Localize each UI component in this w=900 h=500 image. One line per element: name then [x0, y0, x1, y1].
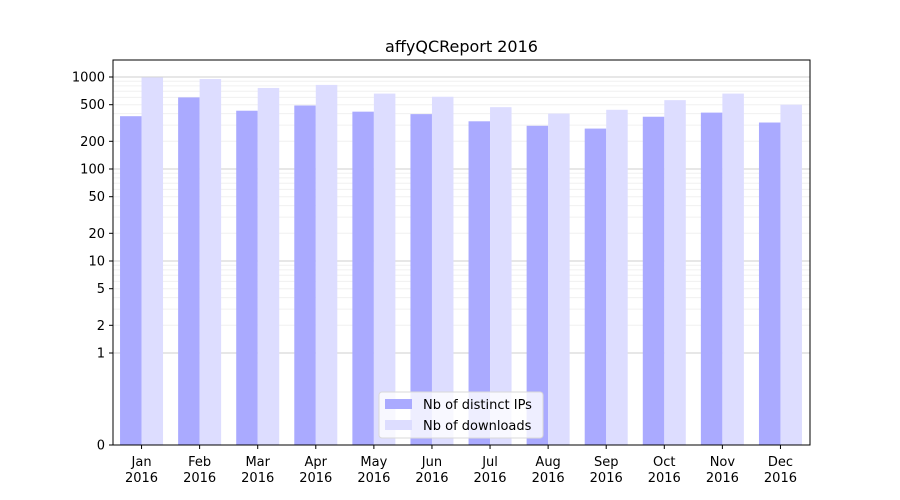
- y-tick-label: 500: [80, 98, 105, 113]
- x-axis: Jan2016Feb2016Mar2016Apr2016May2016Jun20…: [125, 445, 797, 486]
- legend-swatch: [385, 420, 412, 430]
- y-tick-label: 100: [80, 163, 105, 178]
- x-tick-label-month: May: [360, 455, 387, 470]
- bar-distinct-ips: [468, 121, 491, 445]
- x-tick-label-year: 2016: [473, 471, 506, 486]
- x-tick-label-month: Jun: [421, 455, 442, 470]
- bars: [120, 77, 802, 446]
- y-tick-label: 5: [97, 282, 105, 297]
- x-tick-label-month: Jan: [131, 455, 152, 470]
- bar-distinct-ips: [700, 112, 723, 445]
- bar-downloads: [664, 100, 686, 446]
- bar-downloads: [490, 107, 512, 446]
- y-tick-label: 50: [88, 190, 105, 205]
- legend-label: Nb of distinct IPs: [423, 398, 532, 413]
- bar-downloads: [257, 87, 280, 445]
- bar-downloads: [722, 93, 744, 445]
- legend: Nb of distinct IPs Nb of downloads: [378, 391, 544, 439]
- bar-distinct-ips: [526, 125, 549, 446]
- legend-label: Nb of downloads: [423, 419, 532, 434]
- x-tick-label-month: Mar: [245, 455, 270, 470]
- bar-downloads: [548, 113, 570, 446]
- x-tick-label-year: 2016: [125, 471, 158, 486]
- x-tick-label-month: Apr: [305, 455, 328, 470]
- bar-downloads: [606, 109, 628, 445]
- bar-downloads: [780, 104, 802, 445]
- x-tick-label-month: Jul: [481, 455, 498, 470]
- bar-distinct-ips: [584, 128, 607, 445]
- bar-distinct-ips: [410, 114, 432, 445]
- x-tick-label-year: 2016: [648, 471, 681, 486]
- y-tick-label: 200: [80, 135, 105, 150]
- bar-downloads: [315, 84, 338, 445]
- y-tick-label: 20: [88, 227, 105, 242]
- plot-frame: [112, 59, 811, 446]
- x-tick-label-year: 2016: [532, 471, 565, 486]
- bar-downloads: [431, 96, 454, 445]
- bar-distinct-ips: [120, 116, 142, 446]
- x-tick-label-month: Sep: [594, 455, 619, 470]
- x-tick-label-year: 2016: [706, 471, 739, 486]
- y-axis: 0 1 2 5 10 20 50 100 200 500 1000: [72, 71, 113, 454]
- x-tick-label-month: Oct: [653, 455, 675, 470]
- bar-distinct-ips: [642, 116, 665, 446]
- y-tick-label: 1: [97, 347, 105, 362]
- x-tick-label-year: 2016: [241, 471, 274, 486]
- x-tick-label-month: Nov: [710, 455, 736, 470]
- bar-distinct-ips: [352, 111, 374, 445]
- bar-distinct-ips: [294, 105, 316, 446]
- x-tick-label-year: 2016: [764, 471, 797, 486]
- grid-lines: [113, 76, 810, 354]
- x-tick-label-year: 2016: [357, 471, 390, 486]
- bar-distinct-ips: [236, 110, 258, 446]
- x-tick-label-month: Aug: [535, 455, 560, 470]
- y-tick-label: 2: [97, 319, 105, 334]
- x-tick-label-month: Feb: [188, 455, 211, 470]
- x-tick-label-year: 2016: [299, 471, 332, 486]
- x-tick-label-month: Dec: [768, 455, 793, 470]
- legend-swatch: [385, 399, 412, 409]
- x-tick-label-year: 2016: [415, 471, 448, 486]
- bar-downloads: [373, 93, 396, 445]
- x-tick-label-year: 2016: [183, 471, 216, 486]
- chart-title: affyQCReport 2016: [385, 37, 538, 56]
- x-tick-label-year: 2016: [590, 471, 623, 486]
- y-tick-label: 0: [97, 439, 105, 454]
- bar-distinct-ips: [178, 97, 200, 445]
- y-tick-label: 10: [88, 255, 105, 270]
- y-tick-label: 1000: [72, 71, 105, 86]
- bar-downloads: [141, 77, 164, 446]
- bar-downloads: [199, 79, 222, 445]
- bar-distinct-ips: [758, 122, 781, 446]
- legend-box: [378, 391, 544, 439]
